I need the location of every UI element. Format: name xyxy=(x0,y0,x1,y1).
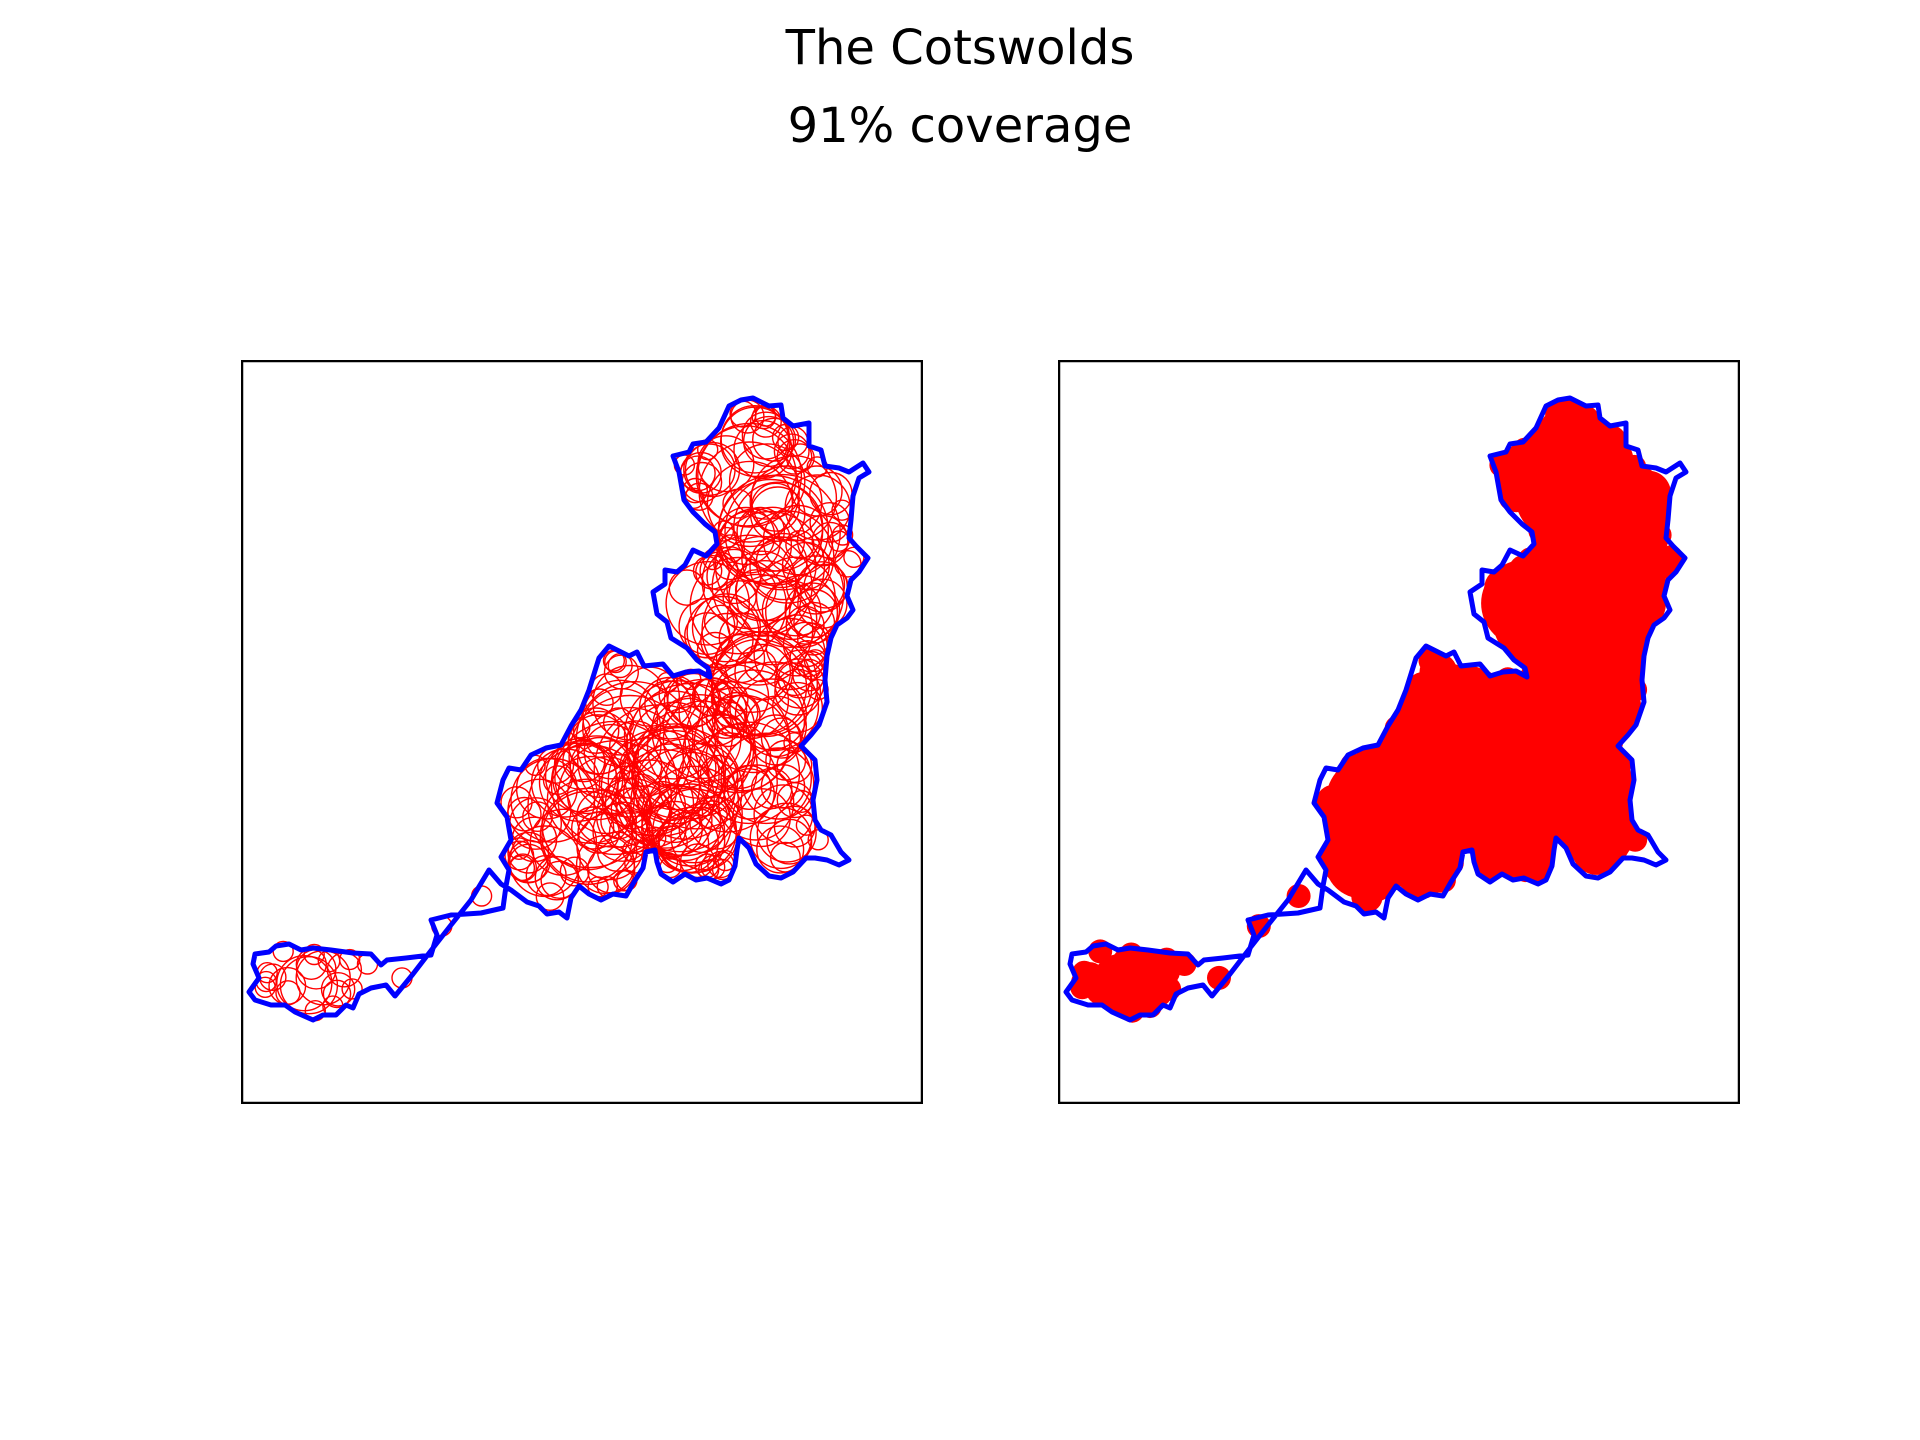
coverage-circle xyxy=(322,979,352,1009)
coverage-circle xyxy=(668,569,706,606)
coverage-circle xyxy=(583,723,640,780)
coverage-circle xyxy=(657,811,719,874)
coverage-circle xyxy=(715,633,766,684)
coverage-circle xyxy=(711,630,818,738)
cotswolds-boundary xyxy=(1063,395,1689,1023)
coverage-disc xyxy=(1111,947,1146,982)
coverage-circle xyxy=(552,742,624,815)
coverage-circle xyxy=(530,748,601,818)
coverage-circle xyxy=(691,593,762,663)
coverage-circle xyxy=(338,948,361,971)
coverage-disc xyxy=(1323,777,1390,845)
coverage-circle xyxy=(788,588,839,639)
coverage-circle xyxy=(697,422,803,528)
coverage-circle xyxy=(735,538,845,648)
coverage-circle xyxy=(711,535,813,637)
coverage-disc xyxy=(1647,498,1671,523)
coverage-circle xyxy=(697,721,801,825)
coverage-circle xyxy=(678,597,736,655)
coverage-circle xyxy=(320,972,356,1007)
coverage-circle xyxy=(507,778,572,843)
coverage-circle xyxy=(541,790,634,883)
coverage-circle xyxy=(724,473,841,591)
coverage-circle xyxy=(658,806,726,874)
coverage-circle xyxy=(722,488,753,519)
coverage-circle xyxy=(576,812,645,881)
coverage-circle xyxy=(571,806,615,850)
coverage-circle xyxy=(751,417,797,462)
coverage-circle xyxy=(662,700,742,780)
coverage-circle xyxy=(577,706,685,814)
coverage-circle xyxy=(707,668,730,690)
coverage-circle xyxy=(723,768,775,820)
coverage-disc xyxy=(1418,705,1453,740)
coverage-circle xyxy=(615,785,673,842)
coverage-circle xyxy=(527,744,652,869)
coverage-circle xyxy=(776,438,813,475)
coverage-circle xyxy=(592,664,669,741)
coverage-circle xyxy=(608,720,662,773)
coverage-disc xyxy=(1512,421,1621,529)
coverage-circle xyxy=(734,678,808,751)
coverage-circle xyxy=(797,578,848,629)
coverage-disc xyxy=(1419,649,1446,675)
coverage-circle xyxy=(303,943,325,966)
coverage-circle xyxy=(785,555,846,615)
coverage-fill xyxy=(1070,398,1683,1023)
coverage-circle xyxy=(718,612,770,664)
figure-title: The Cotswolds xyxy=(785,20,1135,76)
coverage-circle xyxy=(760,717,803,759)
coverage-circle xyxy=(623,723,725,825)
panel-frame xyxy=(241,360,923,1104)
coverage-circle xyxy=(529,808,598,876)
coverage-circle xyxy=(535,882,565,911)
filled-coverage-map-panel xyxy=(1058,360,1740,1104)
coverage-circle xyxy=(741,411,790,460)
coverage-circle xyxy=(275,980,301,1006)
coverage-circle xyxy=(704,664,770,729)
coverage-circle xyxy=(703,604,739,639)
coverage-circles xyxy=(254,399,865,1022)
coverage-disc xyxy=(1585,840,1620,874)
coverage-circle xyxy=(718,764,795,841)
circles-map-panel xyxy=(241,360,923,1104)
coverage-circle xyxy=(749,465,823,539)
coverage-circle xyxy=(566,756,645,835)
coverage-circle xyxy=(665,561,751,646)
coverage-circle xyxy=(662,697,716,751)
coverage-circle xyxy=(568,694,692,818)
coverage-disc xyxy=(1481,559,1569,647)
coverage-circle xyxy=(682,713,757,788)
coverage-circle xyxy=(736,506,786,556)
coverage-circle xyxy=(726,764,772,810)
coverage-circle xyxy=(625,682,755,812)
coverage-circle xyxy=(544,740,617,813)
coverage-circle xyxy=(728,443,806,520)
coverage-circle xyxy=(769,841,801,873)
coverage-circle xyxy=(643,783,704,844)
coverage-disc xyxy=(1459,782,1522,845)
coverage-circle xyxy=(602,707,635,739)
coverage-disc xyxy=(1520,662,1588,731)
coverage-disc xyxy=(1091,978,1119,1007)
coverage-circle xyxy=(595,778,671,853)
cotswolds-boundary xyxy=(246,395,872,1023)
coverage-disc xyxy=(1320,839,1353,872)
coverage-circle xyxy=(604,759,695,849)
coverage-disc xyxy=(1532,505,1594,567)
coverage-circle xyxy=(710,680,749,719)
coverage-circle xyxy=(683,443,736,496)
coverage-circle xyxy=(572,707,620,754)
coverage-circle xyxy=(534,855,580,901)
coverage-circle xyxy=(697,435,755,493)
coverage-circle xyxy=(739,506,806,573)
coverage-circle xyxy=(705,699,746,740)
coverage-circle xyxy=(756,825,805,874)
coverage-circle xyxy=(510,757,596,843)
coverage-circle xyxy=(653,825,688,860)
coverage-subtitle: 91% coverage xyxy=(787,98,1133,154)
panel-frame xyxy=(1058,360,1740,1104)
coverage-disc xyxy=(1435,665,1499,729)
coverage-circle xyxy=(760,764,806,809)
